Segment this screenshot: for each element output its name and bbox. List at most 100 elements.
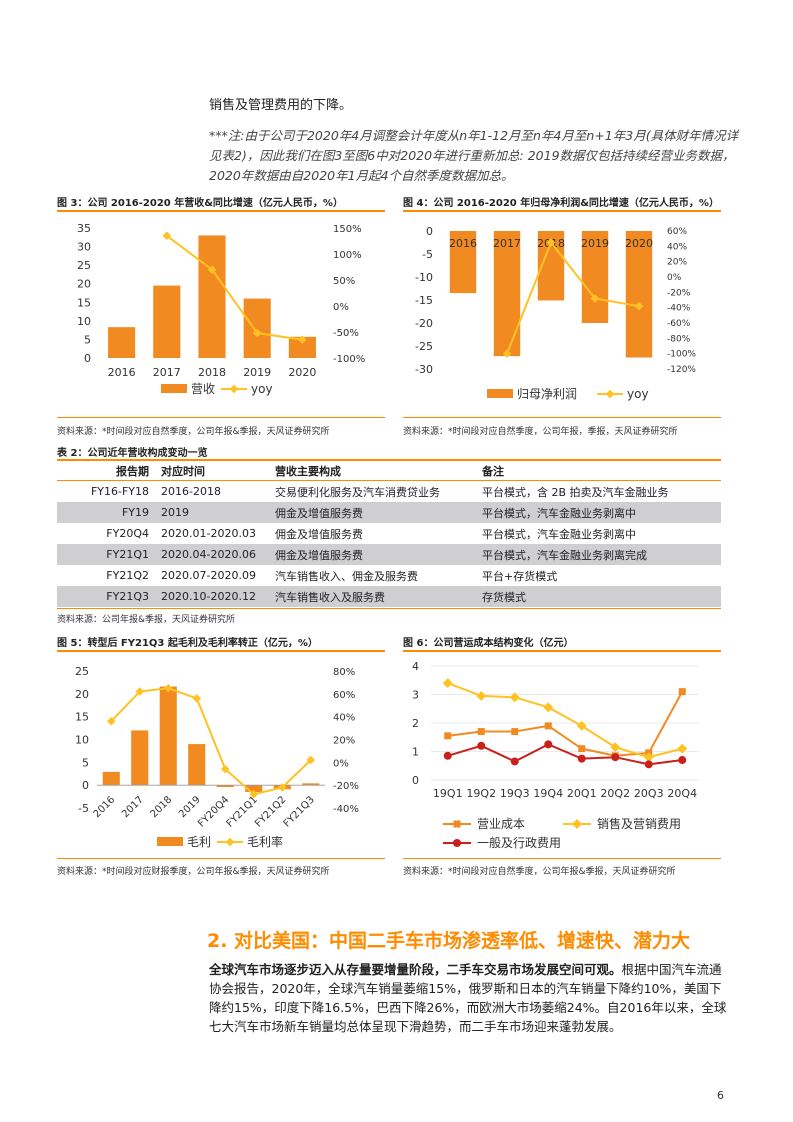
- series-line: [447, 682, 683, 759]
- y-tick-label: 25: [75, 665, 89, 678]
- bar: [131, 730, 149, 786]
- table-cell: FY21Q1: [57, 544, 157, 565]
- bar: [188, 744, 206, 786]
- table-row: FY21Q2 2020.07-2020.09 汽车销售收入、佣金及服务费 平台+…: [57, 565, 721, 586]
- x-tick-label: 20Q3: [634, 787, 664, 800]
- bar: [159, 686, 177, 786]
- table-cell: 汽车销售收入及服务费: [271, 586, 478, 607]
- line-point: [510, 757, 519, 766]
- y2-tick-label: 100%: [333, 250, 362, 261]
- fig4-source-rule: [403, 417, 721, 418]
- y-tick-label: 0: [412, 774, 419, 787]
- table-cell: 2020.01-2020.03: [161, 527, 256, 540]
- line-point: [477, 741, 486, 750]
- legend-label: 毛利率: [247, 834, 283, 849]
- y2-tick-label: -20%: [333, 781, 359, 792]
- table2-top-rule: [57, 459, 721, 461]
- line-point: [544, 722, 552, 730]
- legend-label: 营收: [191, 382, 215, 396]
- legend-label: 归母净利润: [517, 387, 577, 401]
- y-tick-label: -5: [78, 802, 89, 815]
- fig4-source: 资料来源：*时间段对应自然季度，公司年报，季报，天风证券研究所: [403, 427, 678, 437]
- fig6-source-rule: [403, 858, 721, 859]
- legend-line-marker: [605, 389, 615, 399]
- x-tick-label: 2020: [625, 237, 653, 250]
- fig5-title-rule: [57, 650, 385, 652]
- series-line: [447, 691, 684, 757]
- legend-label: 销售及营销费用: [597, 816, 681, 831]
- y-tick-label: -25: [415, 340, 433, 353]
- line-point: [249, 790, 258, 799]
- table-cell: 平台模式，含 2B 拍卖及汽车金融业务: [482, 485, 669, 499]
- fig5-source: 资料来源：*时间段对应财报季度，公司年报&季报，天风证券研究所: [57, 867, 330, 877]
- table-cell: 平台模式，汽车金融业务剥离中: [482, 527, 636, 541]
- table-cell: 佣金及增值服务费: [275, 527, 363, 541]
- y2-tick-label: 0%: [333, 758, 349, 769]
- y-tick-label: 10: [75, 734, 89, 747]
- line-point: [443, 751, 452, 760]
- table2-header: 营收主要构成: [271, 461, 478, 481]
- table-cell: 佣金及增值服务费: [271, 544, 478, 565]
- legend-line-marker: [225, 837, 235, 847]
- y2-tick-label: 20%: [333, 736, 355, 747]
- table-cell: FY16-FY18: [90, 485, 149, 498]
- y2-tick-label: -40%: [667, 304, 691, 314]
- x-tick-label: 2017: [120, 794, 146, 820]
- line-point: [477, 728, 485, 736]
- y2-tick-label: -50%: [333, 328, 359, 339]
- table-row: FY21Q1 2020.04-2020.06 佣金及增值服务费 平台模式，汽车金…: [57, 544, 721, 565]
- fig5-title: 图 5：转型后 FY21Q3 起毛利及毛利率转正（亿元，%）: [57, 638, 318, 649]
- bar: [153, 285, 181, 358]
- y-tick-label: -5: [422, 248, 433, 261]
- fig6-chart: 0 1 2 3 4 19Q1 19Q2 19Q3 19Q4 20Q1 20Q2 20Q3 20Q4 营业成…: [412, 660, 699, 850]
- y-tick-label: 0: [426, 225, 433, 238]
- table-cell: 佣金及增值服务费: [271, 502, 478, 523]
- x-tick-label: 2019: [581, 237, 609, 250]
- y2-tick-label: 80%: [333, 667, 355, 678]
- x-tick-label: 2017: [493, 237, 521, 250]
- y-tick-label: -15: [415, 294, 433, 307]
- line-point: [509, 692, 520, 703]
- legend-label: yoy: [627, 387, 649, 401]
- y-tick-label: 15: [77, 296, 91, 309]
- y-tick-label: 4: [412, 660, 419, 673]
- bar: [198, 235, 226, 358]
- line-point: [611, 753, 620, 762]
- table-cell: 2020.10-2020.12: [157, 586, 271, 607]
- table-cell: FY20Q4: [106, 527, 149, 540]
- fig3-source-rule: [57, 417, 385, 418]
- legend-label: yoy: [251, 382, 273, 396]
- line-point: [306, 755, 315, 765]
- y-tick-label: 10: [77, 315, 91, 328]
- y-tick-label: 5: [82, 756, 89, 769]
- line-point: [278, 783, 287, 792]
- x-tick-label: 20Q4: [667, 787, 697, 800]
- line-point: [544, 740, 553, 749]
- legend-bar-swatch: [487, 389, 513, 398]
- section-heading: 2. 对比美国：中国二手车市场渗透率低、增速快、潜力大: [207, 930, 691, 952]
- legend-label: 营业成本: [477, 817, 525, 831]
- fig6-title-rule: [403, 650, 721, 652]
- line-point: [678, 688, 686, 696]
- table-row: FY16-FY18 2016-2018 交易便利化服务及汽车消费贷业务 平台模式…: [57, 481, 721, 503]
- table-cell: FY21Q3: [57, 586, 157, 607]
- bar: [243, 298, 271, 358]
- x-tick-label: 2019: [243, 366, 271, 379]
- x-tick-label: 19Q4: [533, 787, 563, 800]
- fig3-title: 图 3：公司 2016-2020 年营收&同比增速（亿元人民币，%）: [57, 198, 343, 209]
- y-tick-label: -10: [415, 271, 433, 284]
- line-point: [643, 752, 654, 763]
- x-tick-label: 2018: [149, 794, 175, 820]
- y2-tick-label: -60%: [667, 319, 691, 329]
- fig4-title: 图 4：公司 2016-2020 年归母净利润&同比增速（亿元人民币，%）: [403, 198, 719, 209]
- legend-marker: [572, 819, 582, 829]
- x-tick-label: 20Q2: [600, 787, 630, 800]
- y2-tick-label: -100%: [333, 354, 365, 365]
- x-tick-label: 2017: [153, 366, 181, 379]
- y-tick-label: 0: [82, 779, 89, 792]
- line-point: [644, 760, 653, 769]
- x-tick-label: 2016: [92, 794, 118, 820]
- table-row: FY21Q3 2020.10-2020.12 汽车销售收入及服务费 存货模式: [57, 586, 721, 607]
- table-cell: 平台模式，汽车金融业务剥离中: [478, 502, 721, 523]
